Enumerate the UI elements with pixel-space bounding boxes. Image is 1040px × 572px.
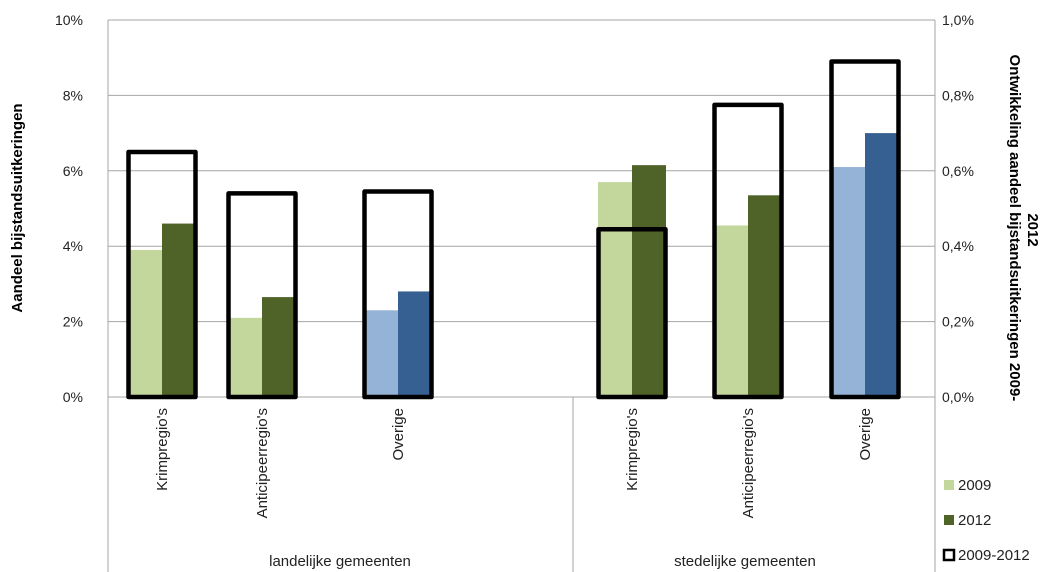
axes <box>107 19 936 572</box>
bar-2009 <box>598 182 632 397</box>
change-outlines <box>126 59 901 400</box>
legend-swatch <box>942 548 956 562</box>
y-tick-label-right: 1,0% <box>942 12 974 28</box>
bar-2012 <box>748 195 782 397</box>
y-tick-label-left: 6% <box>63 163 83 179</box>
y-tick-label-left: 10% <box>55 12 83 28</box>
group-label: stedelijke gemeenten <box>674 553 816 570</box>
bar-2012 <box>262 297 296 397</box>
bar-2012 <box>632 165 666 397</box>
y-tick-label-right: 0,6% <box>942 163 974 179</box>
bar-outline-2009-2012 <box>226 191 298 400</box>
y-axis-title-left: Aandeel bijstandsuitkeringen <box>9 103 26 312</box>
legend-label: 2009 <box>958 477 991 494</box>
bar-2009 <box>364 310 398 397</box>
y-tick-label-right: 0,2% <box>942 314 974 330</box>
legend-label: 2009-2012 <box>958 547 1030 564</box>
y-axis-title-right-line1: Ontwikkeling aandeel bijstandsuitkeringe… <box>1006 55 1023 402</box>
legend-label: 2012 <box>958 512 991 529</box>
bar-2009 <box>831 167 865 397</box>
bar-outline-2009-2012 <box>829 59 901 400</box>
legend-swatch <box>944 515 954 525</box>
bar-outline-2009-2012 <box>362 189 434 400</box>
bar-2009 <box>714 225 748 397</box>
y-tick-label-left: 4% <box>63 238 83 254</box>
bar-outline-2009-2012 <box>596 226 668 400</box>
y-tick-label-left: 0% <box>63 389 83 405</box>
y-axis-title-right: Ontwikkeling aandeel bijstandsuitkeringe… <box>1006 55 1040 406</box>
legend-swatch <box>944 480 954 490</box>
bar-outline-2009-2012 <box>712 102 784 400</box>
bar-outline-2009-2012 <box>126 149 198 400</box>
bar-2009 <box>228 317 262 397</box>
category-labels: Krimpregio's Anticipeerregio's Overige land… <box>154 408 874 570</box>
y-tick-label-left: 8% <box>63 87 83 103</box>
bar-2009 <box>128 249 162 397</box>
y-tick-label-left: 2% <box>63 314 83 330</box>
category-label: Overige <box>390 408 407 461</box>
category-label: Krimpregio's <box>624 408 641 491</box>
tick-labels: 0% 0,0% 2% 0,2% 4% 0,4% 6% 0,6% 8% 0,8% 10% 1,0% <box>55 12 974 405</box>
bar-2012 <box>162 223 196 397</box>
bar-2012 <box>865 133 899 397</box>
y-tick-label-right: 0,4% <box>942 238 974 254</box>
y-axis-title-right-line2: 2012 <box>1024 213 1040 246</box>
y-tick-label-right: 0,8% <box>942 87 974 103</box>
group-label: landelijke gemeenten <box>269 553 411 570</box>
category-label: Anticipeerregio's <box>740 408 757 518</box>
bars <box>128 133 899 397</box>
category-label: Krimpregio's <box>154 408 171 491</box>
category-label: Anticipeerregio's <box>254 408 271 518</box>
category-label: Overige <box>857 408 874 461</box>
bar-2012 <box>398 291 432 397</box>
y-tick-label-right: 0,0% <box>942 389 974 405</box>
legend: 2009 2012 2009-2012 <box>942 477 1030 564</box>
